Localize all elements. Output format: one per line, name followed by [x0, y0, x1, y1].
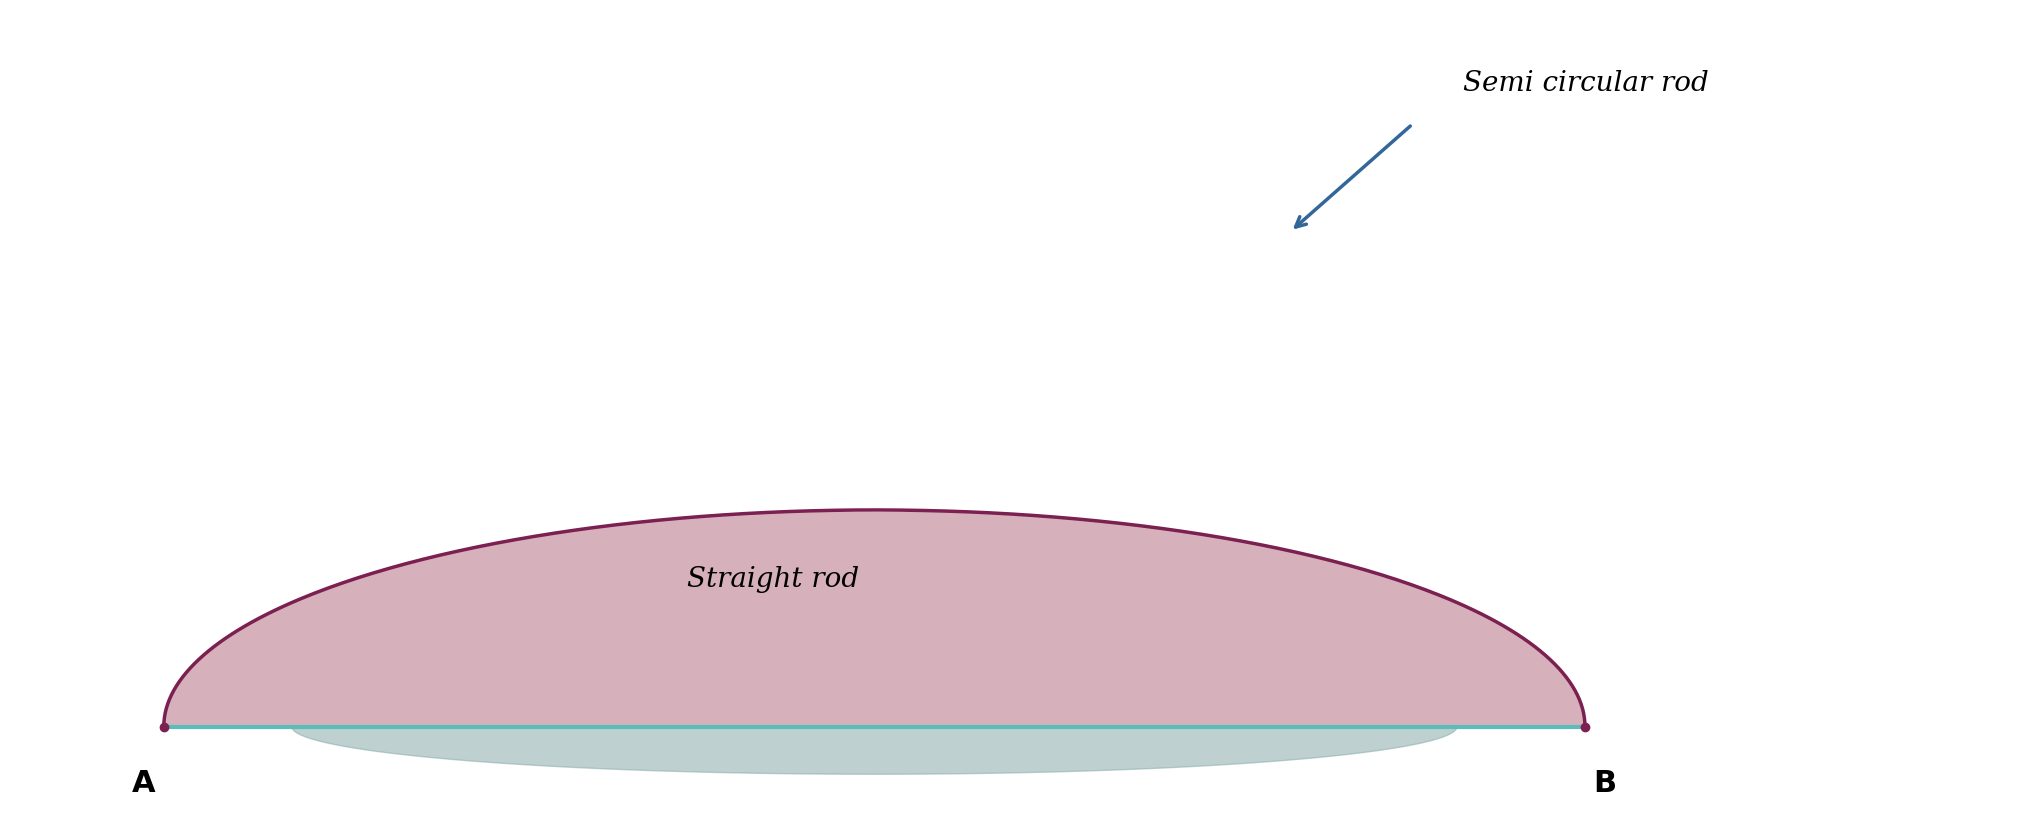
Polygon shape — [165, 510, 1585, 727]
Bar — [569, 183, 1097, 513]
Text: Semi circular rod: Semi circular rod — [1463, 70, 1709, 98]
Text: A: A — [132, 768, 154, 797]
Text: B: B — [1593, 768, 1615, 797]
Polygon shape — [165, 727, 1585, 774]
Text: Straight rod: Straight rod — [687, 565, 858, 592]
